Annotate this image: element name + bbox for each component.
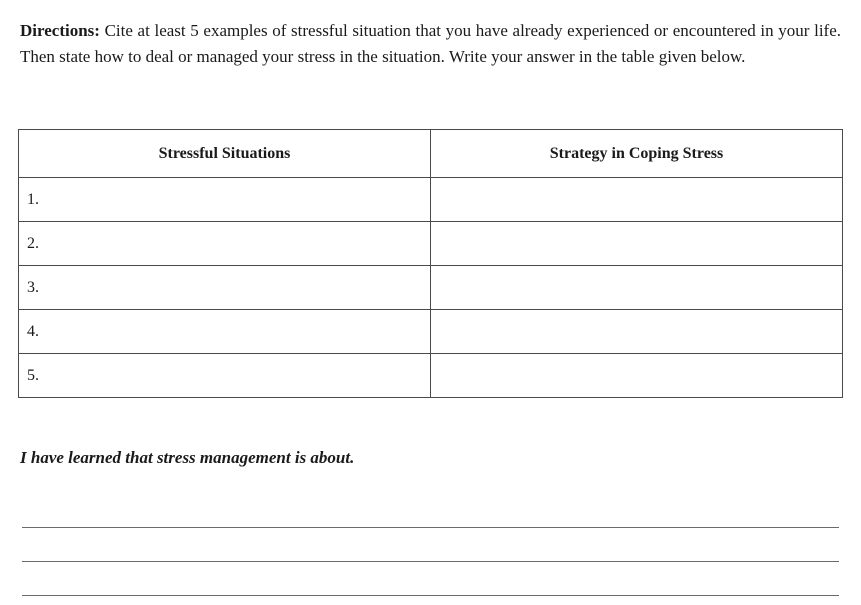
directions-label: Directions:	[20, 21, 100, 40]
blank-line[interactable]	[22, 566, 839, 596]
directions-text: Cite at least 5 examples of stressful si…	[20, 21, 841, 66]
table-row: 5.	[19, 354, 843, 398]
table-row: 1.	[19, 178, 843, 222]
cell-situation[interactable]: 3.	[19, 266, 431, 310]
stress-table: Stressful Situations Strategy in Coping …	[18, 129, 843, 398]
cell-strategy[interactable]	[431, 310, 843, 354]
header-situations: Stressful Situations	[19, 130, 431, 178]
table-row: 2.	[19, 222, 843, 266]
learned-prompt: I have learned that stress management is…	[18, 448, 843, 468]
cell-situation[interactable]: 4.	[19, 310, 431, 354]
cell-strategy[interactable]	[431, 222, 843, 266]
blank-lines-area	[18, 498, 843, 596]
cell-strategy[interactable]	[431, 266, 843, 310]
table-header-row: Stressful Situations Strategy in Coping …	[19, 130, 843, 178]
cell-strategy[interactable]	[431, 178, 843, 222]
header-strategy: Strategy in Coping Stress	[431, 130, 843, 178]
blank-line[interactable]	[22, 532, 839, 562]
cell-situation[interactable]: 1.	[19, 178, 431, 222]
table-row: 3.	[19, 266, 843, 310]
table-row: 4.	[19, 310, 843, 354]
cell-situation[interactable]: 2.	[19, 222, 431, 266]
directions-paragraph: Directions: Cite at least 5 examples of …	[18, 18, 843, 69]
cell-strategy[interactable]	[431, 354, 843, 398]
blank-line[interactable]	[22, 498, 839, 528]
cell-situation[interactable]: 5.	[19, 354, 431, 398]
